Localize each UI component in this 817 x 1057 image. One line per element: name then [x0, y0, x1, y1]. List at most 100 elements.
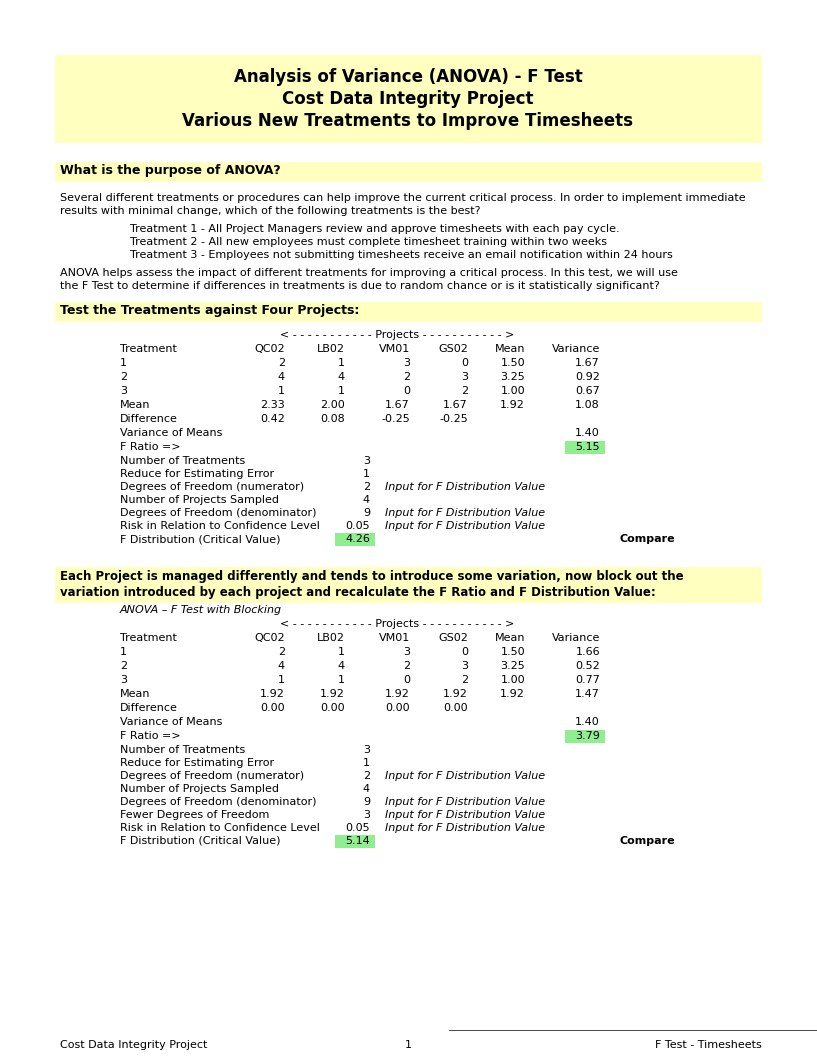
- Text: F Ratio =>: F Ratio =>: [120, 442, 181, 452]
- Text: Treatment 3 - Employees not submitting timesheets receive an email notification : Treatment 3 - Employees not submitting t…: [130, 251, 672, 260]
- Text: 1.00: 1.00: [500, 386, 525, 396]
- Text: < - - - - - - - - - - - Projects - - - - - - - - - - - >: < - - - - - - - - - - - Projects - - - -…: [280, 330, 515, 340]
- Text: 3: 3: [461, 661, 468, 671]
- Text: 1.66: 1.66: [575, 647, 600, 657]
- Text: Variance of Means: Variance of Means: [120, 428, 222, 438]
- Text: 1.92: 1.92: [500, 400, 525, 410]
- Text: 1.92: 1.92: [260, 689, 285, 699]
- Text: LB02: LB02: [317, 633, 345, 643]
- Text: ANOVA – F Test with Blocking: ANOVA – F Test with Blocking: [120, 605, 282, 615]
- Text: Treatment 1 - All Project Managers review and approve timesheets with each pay c: Treatment 1 - All Project Managers revie…: [130, 224, 619, 234]
- Text: 0.67: 0.67: [575, 386, 600, 396]
- Text: 1.92: 1.92: [385, 689, 410, 699]
- Text: 4.26: 4.26: [345, 534, 370, 544]
- Text: 3: 3: [363, 810, 370, 820]
- Text: Degrees of Freedom (numerator): Degrees of Freedom (numerator): [120, 771, 304, 781]
- Text: 1.50: 1.50: [500, 647, 525, 657]
- Text: 9: 9: [363, 508, 370, 518]
- Text: Input for F Distribution Value: Input for F Distribution Value: [385, 823, 545, 833]
- Text: 2: 2: [363, 771, 370, 781]
- Text: 1: 1: [338, 358, 345, 368]
- Text: 0: 0: [403, 675, 410, 685]
- Text: Compare: Compare: [620, 836, 676, 846]
- Text: ANOVA helps assess the impact of different treatments for improving a critical p: ANOVA helps assess the impact of differe…: [60, 268, 678, 278]
- Text: 1.67: 1.67: [575, 358, 600, 368]
- Bar: [55, 55, 762, 143]
- Text: Mean: Mean: [494, 633, 525, 643]
- Text: Degrees of Freedom (numerator): Degrees of Freedom (numerator): [120, 482, 304, 492]
- Text: 2.33: 2.33: [261, 400, 285, 410]
- Text: Difference: Difference: [120, 703, 178, 713]
- Text: 1: 1: [120, 647, 127, 657]
- Text: LB02: LB02: [317, 344, 345, 354]
- Text: Compare: Compare: [620, 534, 676, 544]
- Text: F Ratio =>: F Ratio =>: [120, 731, 181, 741]
- Text: 1.67: 1.67: [444, 400, 468, 410]
- Text: variation introduced by each project and recalculate the F Ratio and F Distribut: variation introduced by each project and…: [60, 586, 656, 599]
- Text: 0.42: 0.42: [260, 414, 285, 424]
- Text: Input for F Distribution Value: Input for F Distribution Value: [385, 482, 545, 492]
- Text: 1: 1: [278, 675, 285, 685]
- Text: Mean: Mean: [120, 689, 150, 699]
- Text: Various New Treatments to Improve Timesheets: Various New Treatments to Improve Timesh…: [182, 112, 633, 130]
- Text: Treatment: Treatment: [120, 633, 176, 643]
- Text: 4: 4: [363, 495, 370, 505]
- Text: Treatment 2 - All new employees must complete timesheet training within two week: Treatment 2 - All new employees must com…: [130, 237, 607, 247]
- Text: 1: 1: [338, 386, 345, 396]
- Text: 0: 0: [461, 647, 468, 657]
- Text: What is the purpose of ANOVA?: What is the purpose of ANOVA?: [60, 164, 281, 177]
- Text: Number of Treatments: Number of Treatments: [120, 745, 245, 755]
- Text: 1.47: 1.47: [575, 689, 600, 699]
- Text: 1: 1: [278, 386, 285, 396]
- Text: 1.92: 1.92: [320, 689, 345, 699]
- Text: 3.25: 3.25: [500, 661, 525, 671]
- Text: 3: 3: [461, 372, 468, 382]
- Text: Mean: Mean: [494, 344, 525, 354]
- Text: 2: 2: [278, 358, 285, 368]
- Text: 3: 3: [363, 456, 370, 466]
- Text: Risk in Relation to Confidence Level: Risk in Relation to Confidence Level: [120, 521, 320, 531]
- Text: 1.50: 1.50: [500, 358, 525, 368]
- Text: QC02: QC02: [254, 344, 285, 354]
- Text: F Test - Timesheets: F Test - Timesheets: [655, 1040, 762, 1050]
- Text: 2.00: 2.00: [320, 400, 345, 410]
- Text: Degrees of Freedom (denominator): Degrees of Freedom (denominator): [120, 797, 316, 806]
- Text: 0.00: 0.00: [444, 703, 468, 713]
- Text: 3.25: 3.25: [500, 372, 525, 382]
- Text: Analysis of Variance (ANOVA) - F Test: Analysis of Variance (ANOVA) - F Test: [234, 68, 583, 86]
- Text: 1.67: 1.67: [386, 400, 410, 410]
- Text: 2: 2: [120, 372, 127, 382]
- Text: Treatment: Treatment: [120, 344, 176, 354]
- Text: 0: 0: [461, 358, 468, 368]
- Text: 4: 4: [338, 372, 345, 382]
- Text: 1: 1: [120, 358, 127, 368]
- Text: < - - - - - - - - - - - Projects - - - - - - - - - - - >: < - - - - - - - - - - - Projects - - - -…: [280, 619, 515, 629]
- Text: -0.25: -0.25: [382, 414, 410, 424]
- Bar: [565, 730, 605, 743]
- Text: 2: 2: [363, 482, 370, 492]
- Text: Risk in Relation to Confidence Level: Risk in Relation to Confidence Level: [120, 823, 320, 833]
- Text: Variance: Variance: [551, 344, 600, 354]
- Text: 3: 3: [363, 745, 370, 755]
- Text: 2: 2: [403, 372, 410, 382]
- Text: 0.00: 0.00: [386, 703, 410, 713]
- Text: 3: 3: [120, 675, 127, 685]
- Text: 1.00: 1.00: [500, 675, 525, 685]
- Text: 0.77: 0.77: [575, 675, 600, 685]
- Text: 1: 1: [363, 469, 370, 479]
- Text: 2: 2: [120, 661, 127, 671]
- Text: Variance: Variance: [551, 633, 600, 643]
- Text: 1: 1: [404, 1040, 412, 1050]
- Text: F Distribution (Critical Value): F Distribution (Critical Value): [120, 836, 280, 846]
- Text: 0.92: 0.92: [575, 372, 600, 382]
- Text: VM01: VM01: [379, 344, 410, 354]
- Text: 4: 4: [363, 784, 370, 794]
- Text: 1.92: 1.92: [443, 689, 468, 699]
- Text: 0.52: 0.52: [575, 661, 600, 671]
- Text: Difference: Difference: [120, 414, 178, 424]
- Text: 4: 4: [278, 661, 285, 671]
- Text: 3: 3: [403, 358, 410, 368]
- Text: Input for F Distribution Value: Input for F Distribution Value: [385, 810, 545, 820]
- Text: Each Project is managed differently and tends to introduce some variation, now b: Each Project is managed differently and …: [60, 570, 684, 583]
- Bar: [55, 162, 762, 182]
